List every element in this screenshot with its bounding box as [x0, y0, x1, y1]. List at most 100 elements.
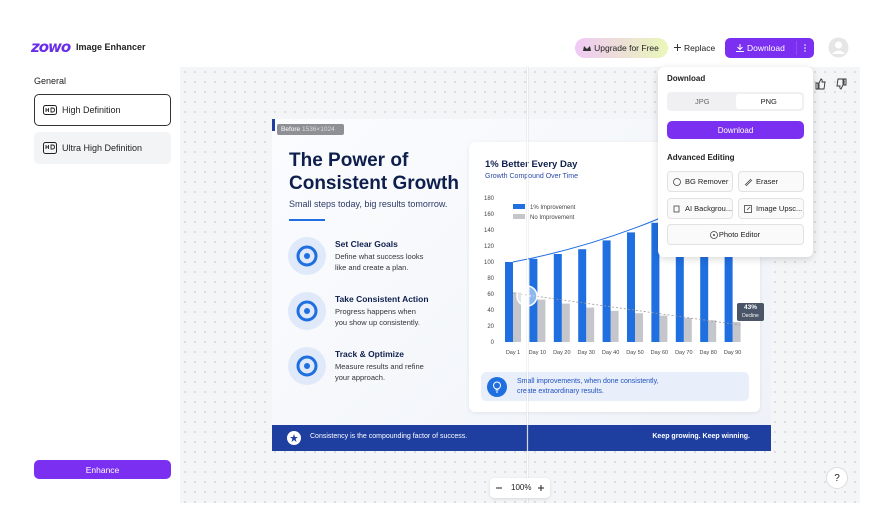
x-tick-label: Day 90 [724, 350, 741, 356]
avatar[interactable] [828, 37, 849, 58]
zoom-out[interactable] [495, 484, 503, 492]
y-tick-label: 140 [484, 228, 495, 234]
help-button[interactable]: ? [826, 467, 848, 489]
bar [561, 303, 570, 342]
plus-icon [674, 44, 681, 51]
x-tick-label: Day 70 [675, 350, 692, 356]
zoom-control [490, 478, 550, 498]
tip-text: Small improvements, when done consistent… [517, 377, 659, 397]
tool-button[interactable]: Photo Editor [667, 224, 804, 245]
title-line: The Power of [289, 150, 409, 171]
y-tick-label: 100 [484, 260, 495, 266]
x-tick-label: Day 10 [529, 350, 546, 356]
y-tick-label: 180 [484, 196, 495, 202]
step-text: Progress happens when [335, 307, 416, 316]
compare-divider[interactable] [527, 67, 528, 503]
bulb-icon [487, 377, 507, 397]
replace-button[interactable]: Replace [684, 43, 716, 53]
chart-subtitle: Growth Compound Over Time [485, 173, 578, 180]
app-name: Image Enhancer [76, 42, 146, 52]
logo[interactable]: zowo [31, 38, 71, 56]
badge-label: Decline [742, 313, 759, 319]
x-tick-label: Day 60 [651, 350, 668, 356]
x-tick-label: Day 20 [553, 350, 570, 356]
legend-label: No Improvement [530, 215, 575, 221]
bar [586, 307, 595, 342]
bar [537, 299, 546, 342]
bar [700, 204, 709, 342]
tool-button[interactable]: BG Remover [667, 171, 733, 192]
bar [683, 318, 692, 342]
bar [635, 313, 643, 342]
y-tick-label: 20 [487, 324, 494, 330]
title-line: Consistent Growth [289, 173, 459, 194]
enhance-button[interactable]: Enhance [34, 460, 171, 479]
menu-dots[interactable] [796, 38, 814, 58]
feedback-icons[interactable] [814, 77, 848, 91]
menu-download-button[interactable]: Download [667, 121, 804, 139]
legend-swatch [513, 204, 525, 209]
zoom-in[interactable] [537, 484, 545, 492]
bar [627, 232, 635, 342]
tool-button[interactable]: AI Backgrou... [667, 198, 733, 219]
tool-icon [744, 205, 752, 213]
x-tick-label: Day 50 [626, 350, 643, 356]
zoom-level: 100% [511, 483, 532, 492]
info-subtitle: Small steps today, big results tomorrow. [289, 199, 448, 209]
tool-button[interactable]: Image Upsc... [738, 198, 804, 219]
footer-right: Keep growing. Keep winning. [652, 433, 750, 440]
info-title: The Power of Consistent Growth [289, 149, 459, 195]
before-badge: Before 1536×1024 [277, 124, 344, 135]
x-tick-label: Day 30 [577, 350, 594, 356]
footer-band [272, 425, 771, 451]
hd-icon [43, 105, 57, 115]
menu-title: Download [667, 74, 706, 83]
y-tick-label: 40 [487, 308, 494, 314]
format-option[interactable]: PNG [735, 94, 802, 109]
download-icon [736, 44, 744, 52]
y-tick-label: 160 [484, 212, 495, 218]
x-tick-label: Day 80 [699, 350, 716, 356]
bar [651, 222, 660, 342]
step-icon [288, 347, 326, 385]
uhd-icon [43, 142, 57, 154]
step-text: Measure results and refine [335, 362, 424, 371]
step-heading: Set Clear Goals [335, 239, 398, 249]
star-icon [287, 431, 301, 445]
step-icon [288, 237, 326, 275]
x-tick-label: Day 1 [506, 350, 520, 356]
download-button[interactable]: Download [725, 38, 814, 58]
legend-swatch [513, 214, 525, 219]
marker [272, 119, 275, 131]
tool-icon [710, 231, 718, 239]
badge-value: 43% [743, 304, 757, 311]
footer-left: Consistency is the compounding factor of… [310, 433, 468, 440]
accent-line [289, 219, 325, 221]
compare-handle[interactable] [516, 285, 538, 307]
step-text: like and create a plan. [335, 263, 409, 272]
bar [610, 310, 619, 342]
bar [553, 254, 562, 342]
section-title: General [34, 76, 67, 86]
bar [708, 320, 717, 342]
bar [505, 262, 513, 342]
tool-icon [673, 205, 680, 213]
step-heading: Track & Optimize [335, 349, 404, 359]
bar [513, 292, 521, 342]
upgrade-button[interactable]: Upgrade for Free [575, 38, 668, 58]
bar [602, 240, 611, 342]
tool-button[interactable]: Eraser [738, 171, 804, 192]
y-tick-label: 60 [487, 292, 494, 298]
legend-label: 1% Improvement [530, 205, 576, 211]
y-tick-label: 80 [487, 276, 494, 282]
step-text: your approach. [335, 373, 386, 382]
crown-icon [583, 46, 591, 51]
advanced-title: Advanced Editing [667, 153, 735, 162]
format-option[interactable]: JPG [694, 97, 710, 106]
x-tick-label: Day 40 [602, 350, 619, 356]
bar [659, 315, 668, 342]
y-tick-label: 0 [491, 340, 495, 346]
bar [675, 214, 684, 342]
chart-title: 1% Better Every Day [485, 159, 578, 170]
